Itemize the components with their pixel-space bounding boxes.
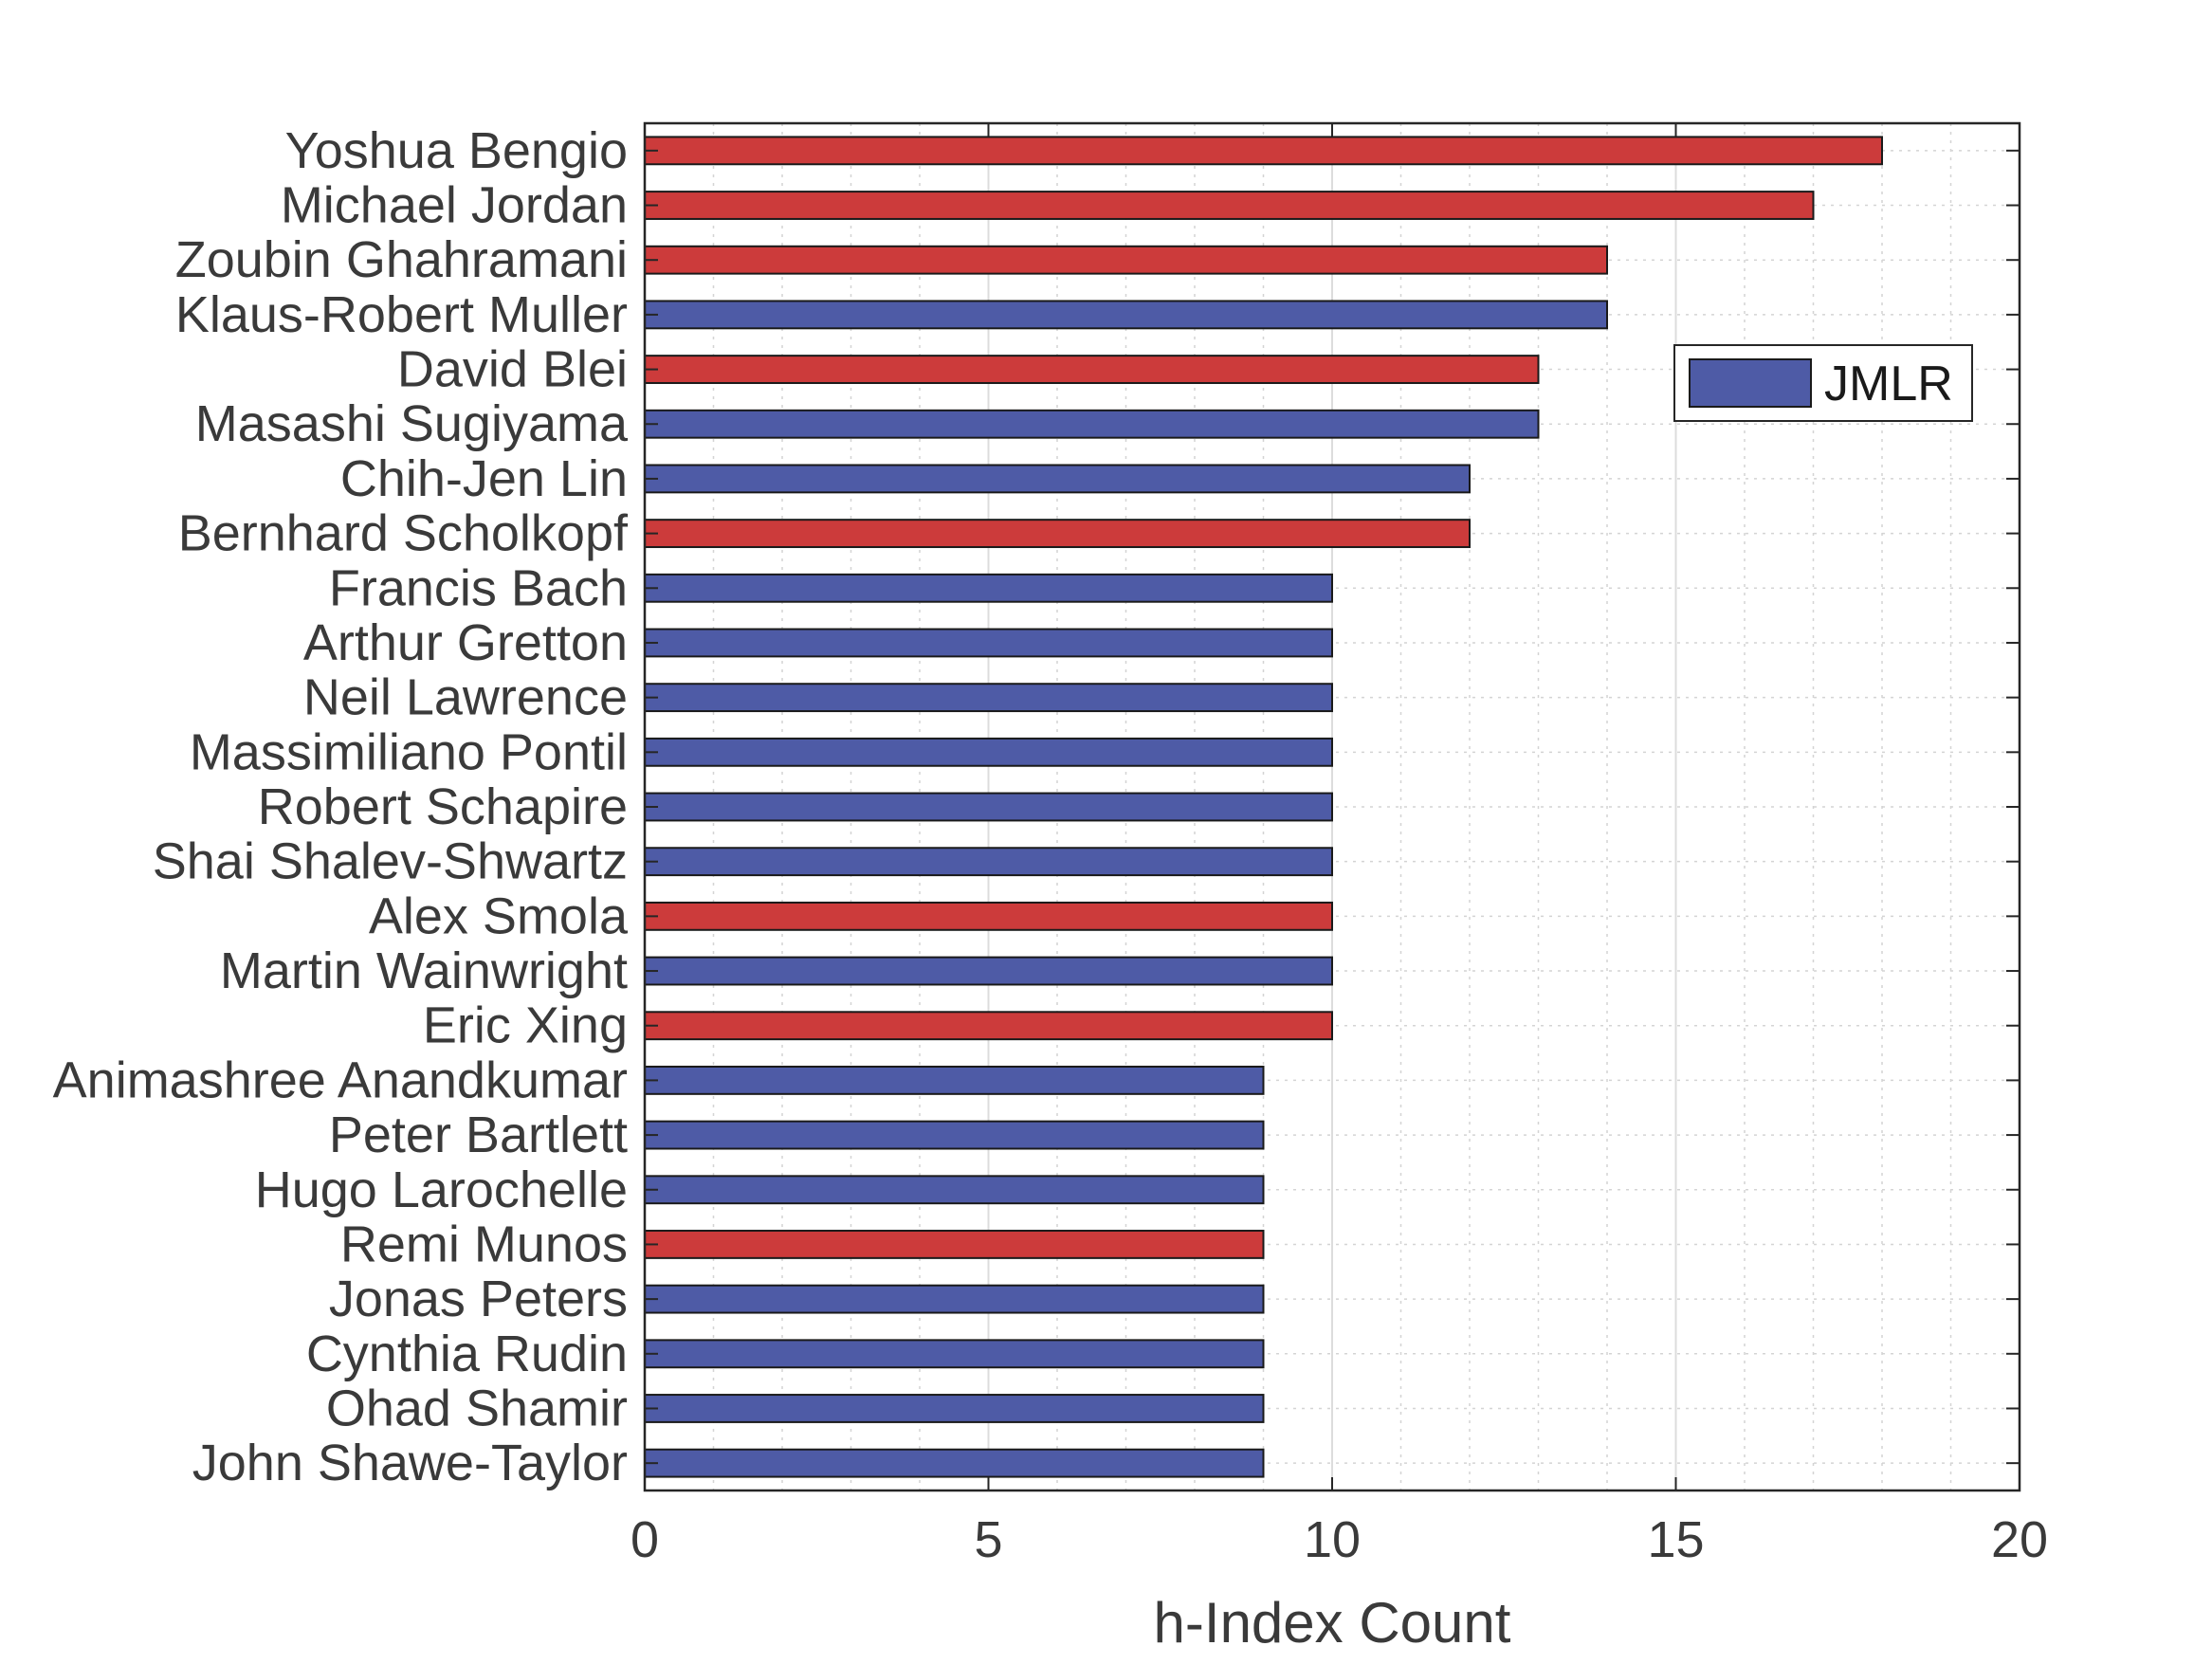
y-tick-label: Robert Schapire	[258, 778, 628, 835]
bar-klaus-robert-muller	[644, 300, 1608, 330]
y-tick-label: Chih-Jen Lin	[340, 450, 628, 507]
bar-john-shawe-taylor	[644, 1448, 1265, 1478]
x-axis-label: h-Index Count	[1154, 1591, 1511, 1655]
y-tick-label: Jonas Peters	[329, 1271, 628, 1327]
y-tick-label: Remi Munos	[340, 1216, 628, 1272]
y-tick-label: Shai Shalev-Shwartz	[153, 833, 628, 890]
bar-martin-wainwright	[644, 956, 1333, 986]
x-tick-label: 10	[1304, 1511, 1361, 1568]
bar-eric-xing	[644, 1011, 1333, 1041]
bar-ohad-shamir	[644, 1394, 1265, 1423]
y-tick-label: Animashree Anandkumar	[53, 1051, 628, 1108]
y-tick-label: Ohad Shamir	[326, 1380, 628, 1436]
bar-layer	[644, 136, 1883, 1478]
bar-bernhard-scholkopf	[644, 519, 1471, 549]
y-tick-label: Cynthia Rudin	[306, 1326, 628, 1382]
bar-remi-munos	[644, 1230, 1265, 1259]
bar-alex-smola	[644, 901, 1333, 931]
axes-layer	[643, 121, 2021, 1492]
y-tick-label: Arthur Gretton	[303, 614, 628, 671]
y-tick-label: Klaus-Robert Muller	[175, 286, 628, 343]
bar-francis-bach	[644, 573, 1333, 603]
bar-animashree-anandkumar	[644, 1065, 1265, 1095]
bar-hugo-larochelle	[644, 1175, 1265, 1205]
bar-shai-shalev-shwartz	[644, 847, 1333, 877]
bar-robert-schapire	[644, 792, 1333, 822]
bar-jonas-peters	[644, 1284, 1265, 1314]
bar-peter-bartlett	[644, 1120, 1265, 1150]
y-tick-label: Michael Jordan	[281, 177, 628, 234]
x-tick-label: 0	[631, 1511, 659, 1568]
y-tick-label: Zoubin Ghahramani	[175, 231, 628, 288]
y-tick-label: Hugo Larochelle	[255, 1161, 628, 1218]
bar-chih-jen-lin	[644, 464, 1471, 494]
y-tick-label: Eric Xing	[423, 997, 628, 1054]
y-tick-label: Yoshua Bengio	[285, 122, 628, 179]
legend-swatch	[1689, 358, 1812, 408]
bar-cynthia-rudin	[644, 1339, 1265, 1369]
bar-massimiliano-pontil	[644, 737, 1333, 767]
y-tick-label: Masashi Sugiyama	[195, 395, 629, 452]
x-tick-label: 5	[974, 1511, 1002, 1568]
legend: JMLR	[1673, 344, 1973, 422]
bar-neil-lawrence	[644, 683, 1333, 713]
legend-label: JMLR	[1824, 357, 1953, 411]
bar-michael-jordan	[644, 191, 1815, 220]
y-tick-label: Peter Bartlett	[329, 1106, 628, 1163]
bar-yoshua-bengio	[644, 136, 1883, 166]
x-tick-label: 15	[1647, 1511, 1704, 1568]
x-tick-label: 20	[1991, 1511, 2048, 1568]
y-tick-label: David Blei	[397, 341, 628, 398]
y-tick-label: Massimiliano Pontil	[190, 723, 628, 780]
y-tick-label: John Shawe-Taylor	[192, 1435, 628, 1491]
bar-david-blei	[644, 355, 1540, 384]
y-tick-label: Martin Wainwright	[220, 942, 628, 999]
y-tick-label: Bernhard Scholkopf	[178, 505, 629, 562]
bar-masashi-sugiyama	[644, 409, 1540, 439]
bar-arthur-gretton	[644, 628, 1333, 658]
y-tick-label: Francis Bach	[329, 559, 628, 616]
y-tick-label: Alex Smola	[369, 887, 629, 944]
y-tick-label: Neil Lawrence	[303, 669, 628, 726]
bar-zoubin-ghahramani	[644, 245, 1608, 275]
